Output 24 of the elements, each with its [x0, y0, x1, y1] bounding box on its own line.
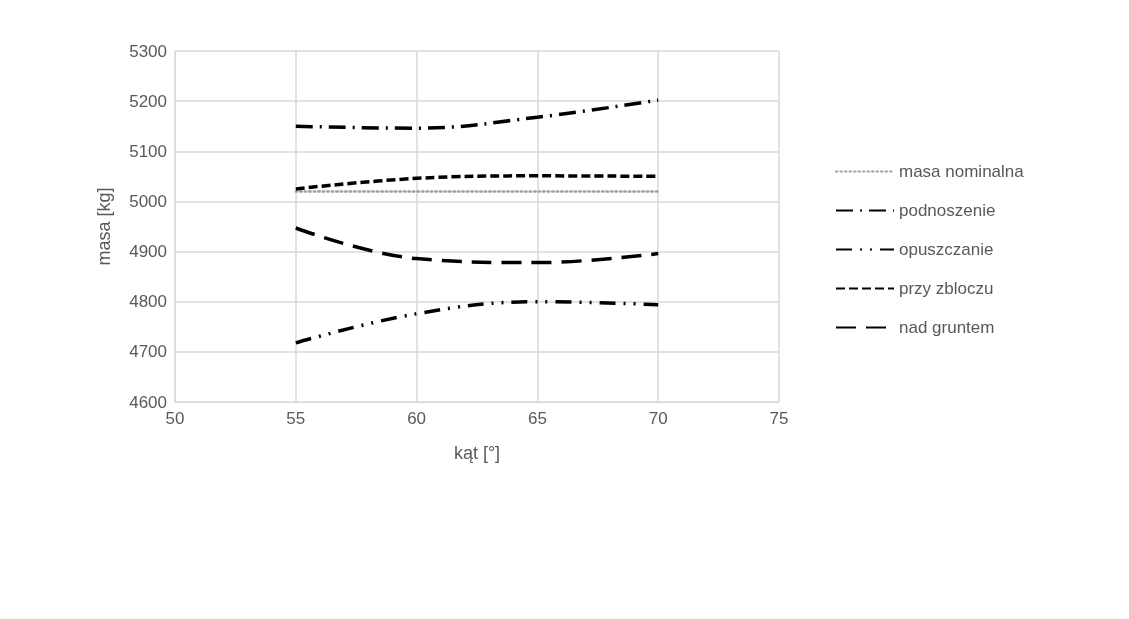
x-tick-label: 60: [407, 409, 427, 428]
y-tick-label: 4700: [129, 342, 167, 362]
legend-label: nad gruntem: [899, 318, 995, 337]
legend-label: opuszczanie: [899, 240, 994, 259]
y-tick-label: 4600: [129, 392, 167, 412]
line-series: [294, 226, 660, 265]
x-tick-label: 75: [769, 409, 789, 428]
line-series: [294, 299, 660, 345]
x-axis-title: kąt [°]: [453, 443, 501, 463]
x-tick-label: 65: [527, 409, 547, 428]
y-axis-title: masa [kg]: [94, 187, 114, 266]
legend-label: masa nominalna: [899, 162, 1025, 181]
line-series: [294, 98, 660, 130]
legend-label: przy zbloczu: [899, 279, 994, 298]
x-tick-label: 70: [648, 409, 668, 428]
legend-label: podnoszenie: [899, 201, 996, 220]
y-tick-label: 5000: [129, 191, 167, 211]
y-tick-label: 5100: [129, 141, 167, 161]
y-tick-label: 4900: [129, 242, 167, 262]
y-tick-label: 4800: [129, 292, 167, 312]
y-tick-label: 5300: [129, 41, 167, 61]
x-tick-label: 50: [165, 409, 185, 428]
x-tick-label: 55: [286, 409, 306, 428]
y-tick-label: 5200: [129, 91, 167, 111]
